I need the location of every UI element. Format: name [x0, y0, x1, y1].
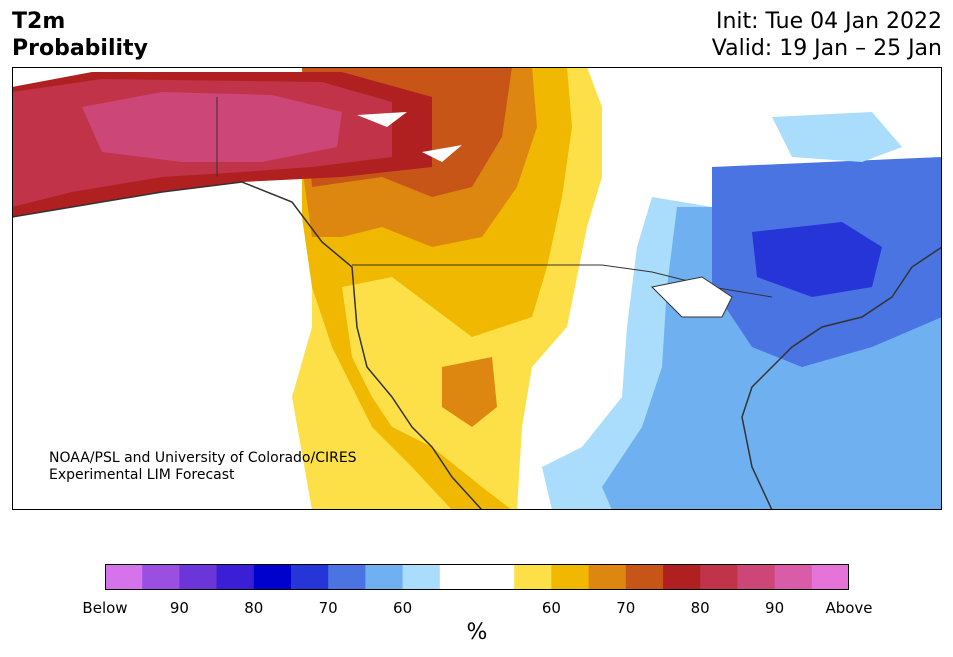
credit-line-1: NOAA/PSL and University of Colorado/CIRE…: [49, 450, 357, 466]
colorbar-segment: [663, 564, 701, 590]
colorbar-tick-label: 80: [690, 599, 710, 617]
colorbar-tick-label: Below: [82, 599, 128, 617]
colorbar-segment: [514, 564, 552, 590]
map-frame: [12, 67, 942, 510]
valid-range: Valid: 19 Jan – 25 Jan: [711, 36, 942, 61]
colorbar-segment: [811, 564, 849, 590]
colorbar-segment: [402, 564, 441, 590]
colorbar-segment: [737, 564, 776, 590]
zone-darkblue-east: [752, 222, 882, 297]
coastline-east: [741, 246, 942, 510]
credit-line-2: Experimental LIM Forecast: [49, 467, 235, 483]
variable-label: T2m: [12, 9, 66, 34]
colorbar-segment: [253, 564, 292, 590]
colorbar-segment: [216, 564, 255, 590]
colorbar-tick-label: 80: [244, 599, 264, 617]
zone-orange-sw: [442, 357, 497, 427]
units-label: %: [466, 620, 488, 645]
credit: NOAA/PSL and University of Colorado/CIRE…: [49, 450, 357, 484]
canadian-lakes: [357, 112, 462, 162]
colorbar-segment: [328, 564, 366, 590]
zone-pink-west: [82, 92, 342, 162]
colorbar-tick-label: 60: [393, 599, 413, 617]
colorbar-segment: [179, 564, 218, 590]
colorbar-tick-label: Above: [825, 599, 873, 617]
colorbar-segment: [625, 564, 664, 590]
us-canada-border: [352, 264, 773, 298]
probability-label: Probability: [12, 36, 148, 61]
great-lakes: [650, 276, 733, 318]
colorbar-segment: [477, 564, 515, 590]
colorbar-segment: [551, 564, 590, 590]
colorbar-segment: [365, 564, 404, 590]
colorbar-tick-label: 70: [616, 599, 636, 617]
colorbar-segment: [105, 564, 143, 590]
coastline-west: [12, 181, 483, 510]
colorbar-tick-label: 90: [169, 599, 189, 617]
colorbar-segment: [774, 564, 813, 590]
colorbar-segment: [439, 564, 478, 590]
probability-map: [12, 67, 942, 510]
colorbar-tick-label: 60: [541, 599, 561, 617]
colorbar-tick-label: 70: [318, 599, 338, 617]
zone-lightblue-ne: [772, 112, 902, 162]
colorbar-segment: [142, 564, 180, 590]
init-date: Init: Tue 04 Jan 2022: [715, 9, 942, 34]
colorbar-frame: [105, 564, 849, 590]
colorbar-segment: [700, 564, 738, 590]
title-right: Init: Tue 04 Jan 2022 Valid: 19 Jan – 25…: [712, 8, 942, 62]
colorbar-segment: [291, 564, 329, 590]
colorbar-tick-label: 90: [765, 599, 785, 617]
colorbar: [105, 564, 849, 590]
title-left: T2m Probability: [12, 8, 148, 62]
colorbar-segment: [588, 564, 627, 590]
